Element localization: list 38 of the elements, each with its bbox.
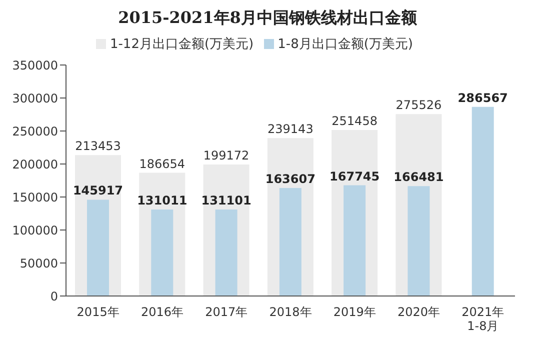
data-label: 199172 [203, 148, 250, 163]
data-label: 251458 [332, 114, 378, 128]
bar [408, 186, 430, 296]
x-tick-label: 2018年 [269, 305, 312, 319]
data-label: 167745 [330, 169, 380, 184]
data-label: 163607 [265, 172, 316, 186]
x-tick-label: 2021年 1-8月 [462, 305, 504, 333]
x-tick-label: 2020年 [398, 305, 440, 319]
y-tick-label: 100000 [12, 223, 58, 238]
data-label: 166481 [394, 170, 444, 184]
data-label: 131011 [137, 194, 188, 208]
legend-label: 1-12月出口金额(万美元) [110, 37, 254, 52]
x-tick-label: 2019年 [333, 305, 376, 319]
bar [279, 188, 302, 296]
bar [215, 209, 238, 296]
data-label: 145917 [72, 184, 124, 198]
chart-title: 2015-2021年8月中国钢铁线材出口金额 [117, 8, 418, 29]
bar [87, 200, 109, 296]
x-tick-label: 2017年 [205, 305, 248, 319]
data-label: 239143 [268, 122, 314, 136]
y-tick-label: 350000 [12, 58, 58, 72]
data-label: 286567 [458, 90, 508, 105]
y-tick-label: 250000 [12, 124, 58, 138]
data-label: 186654 [139, 156, 186, 171]
legend-label: 1-8月出口金额(万美元) [278, 37, 414, 52]
data-label: 275526 [396, 98, 442, 112]
x-tick-label: 2016年 [140, 305, 184, 319]
data-label: 131101 [201, 193, 252, 208]
y-tick-label: 0 [50, 289, 58, 304]
y-tick-label: 200000 [12, 157, 58, 172]
bar [472, 106, 494, 296]
y-tick-label: 300000 [12, 91, 58, 106]
y-tick-label: 150000 [12, 190, 58, 204]
data-label: 213453 [75, 139, 121, 154]
x-tick-label: 2015年 [76, 305, 120, 319]
y-tick-label: 50000 [20, 256, 58, 270]
bar [344, 185, 366, 296]
bar [151, 210, 174, 296]
